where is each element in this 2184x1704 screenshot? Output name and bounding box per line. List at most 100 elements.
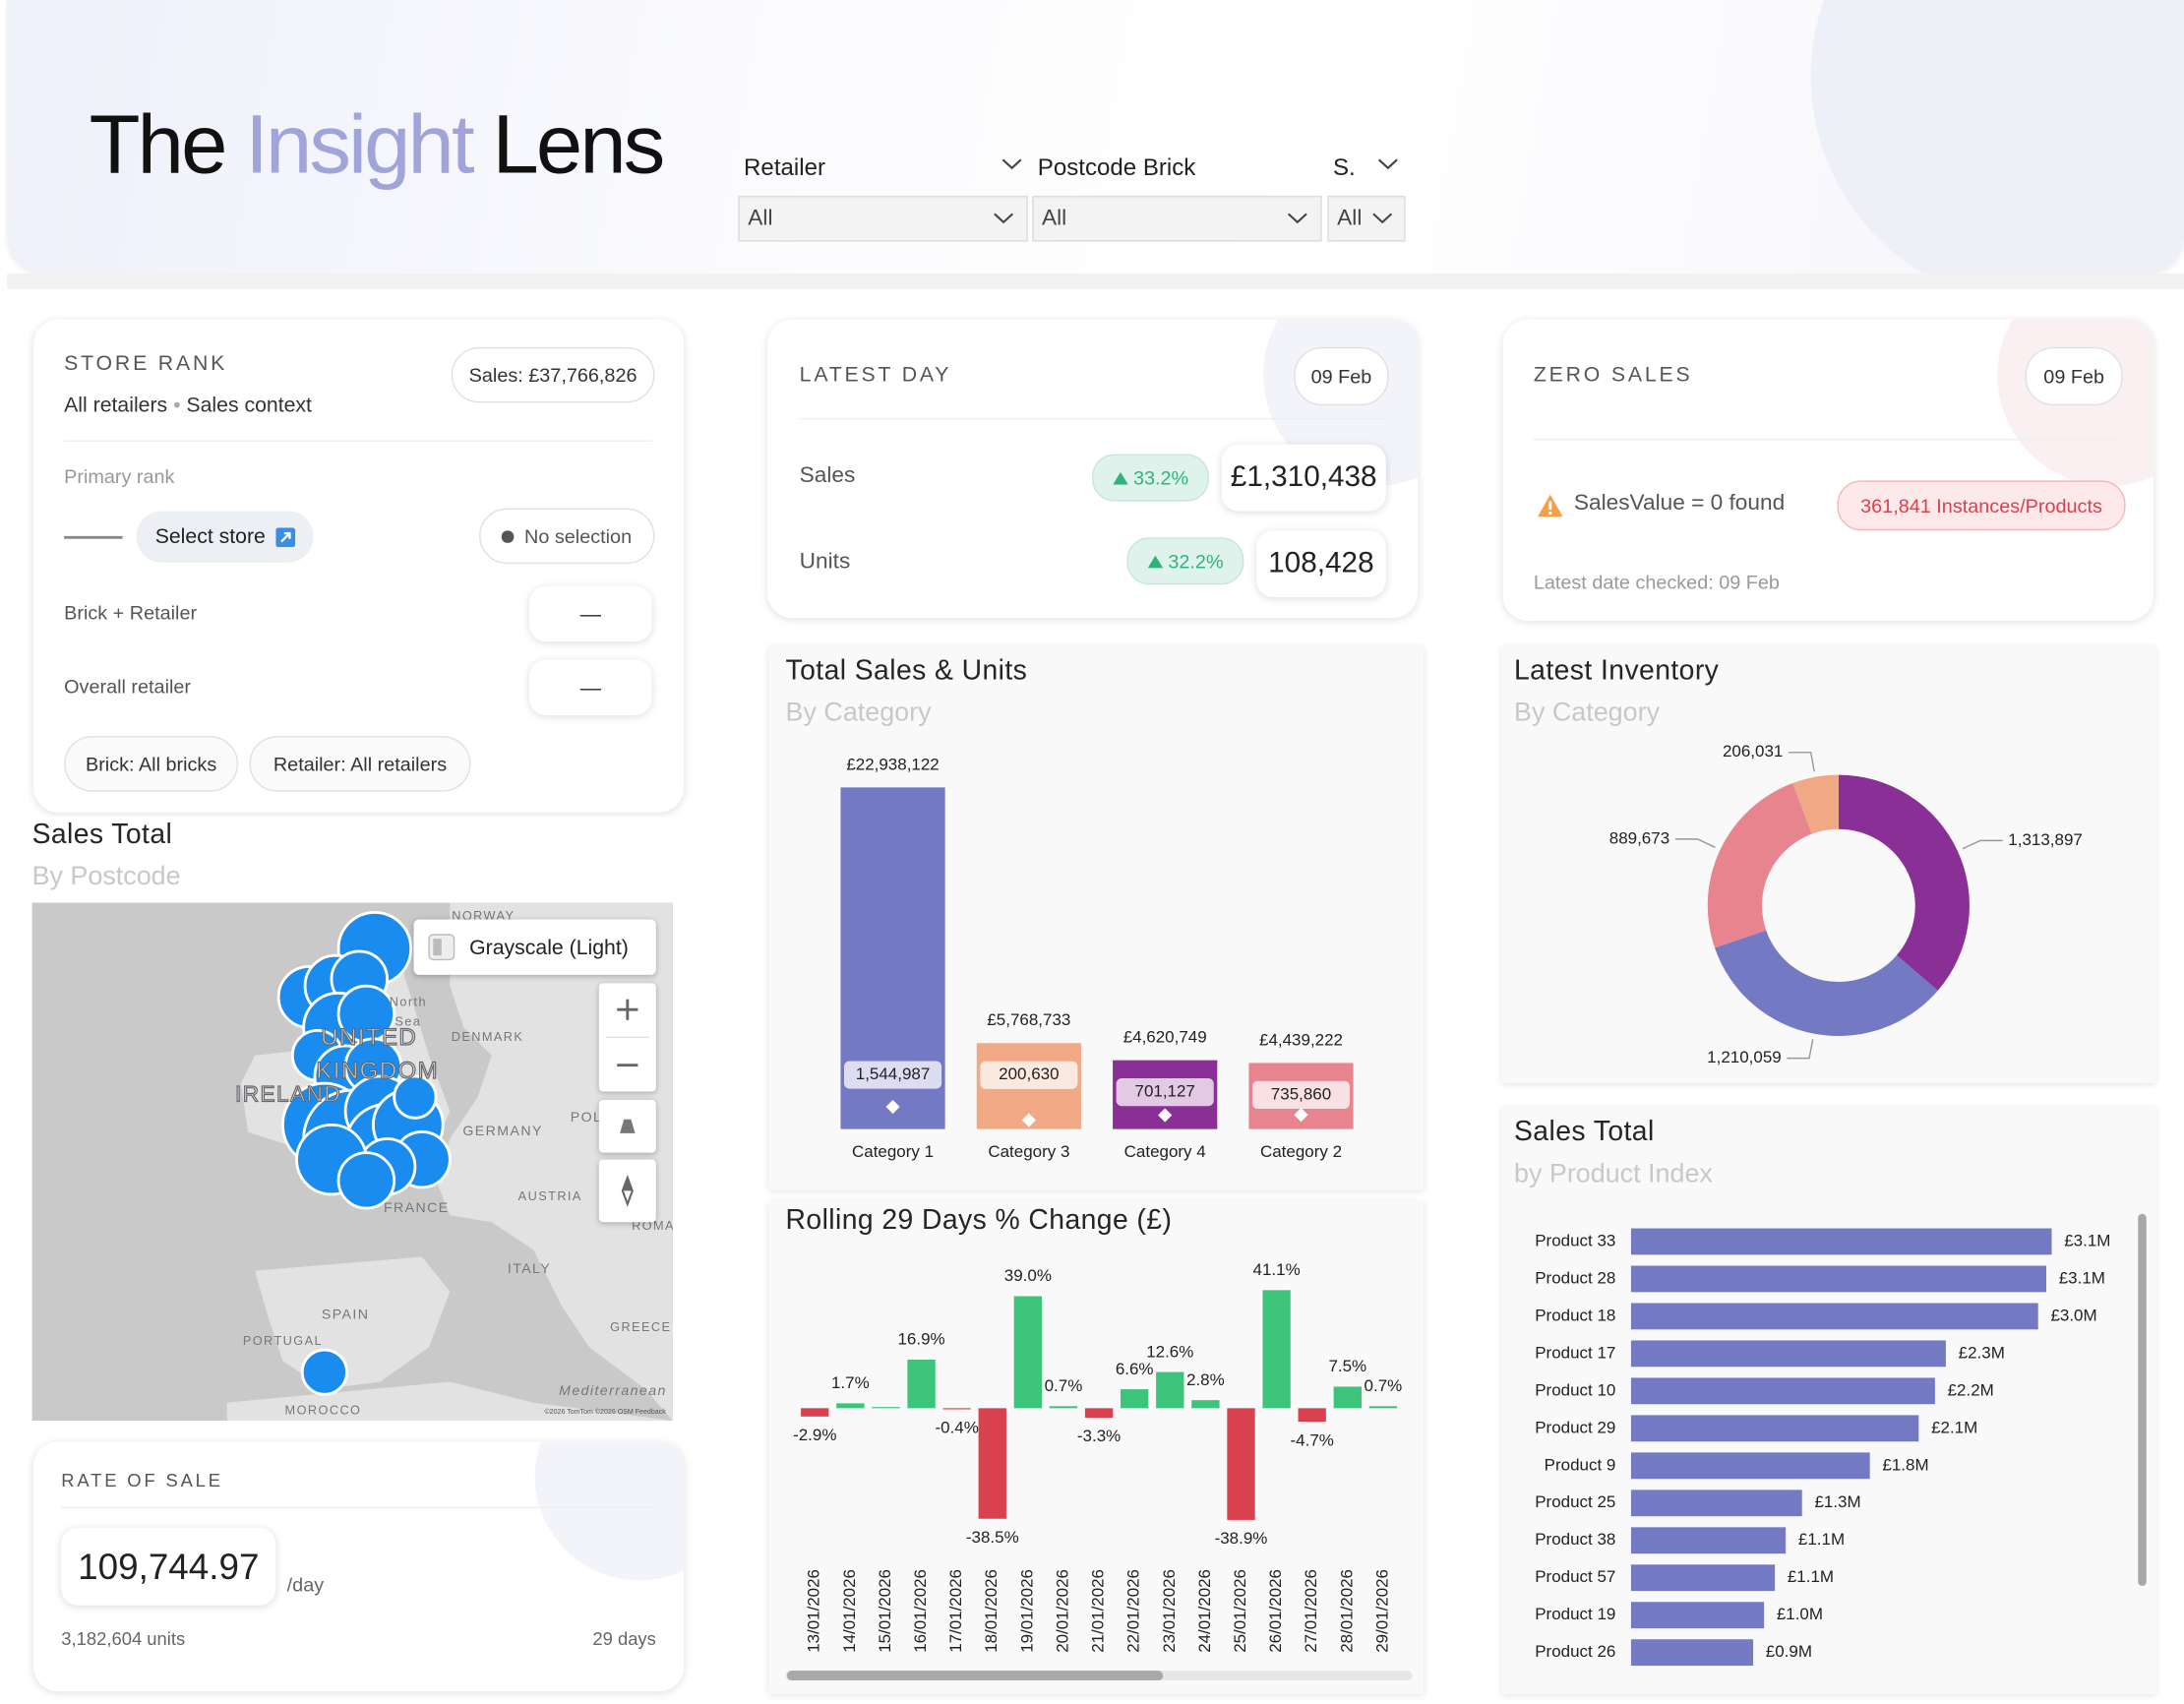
map-label: GREECE — [610, 1319, 671, 1334]
bar — [1630, 1602, 1765, 1629]
donut-slice — [1715, 930, 1938, 1037]
change-value: 32.2% — [1168, 549, 1224, 573]
filter-label: S. — [1332, 153, 1356, 181]
zoom-controls[interactable] — [598, 983, 656, 1092]
compass-control[interactable] — [598, 1159, 656, 1223]
status-dot — [502, 529, 516, 543]
scope: All retailers — [64, 394, 168, 418]
bubbles — [276, 910, 452, 1396]
scrollbar-thumb[interactable] — [2138, 1213, 2147, 1587]
x-tick-label: 16/01/2026 — [911, 1569, 930, 1653]
decoration — [1548, 501, 1552, 511]
x-tick-label: 22/01/2026 — [1124, 1569, 1143, 1653]
label-box — [1116, 1078, 1214, 1107]
date-pill: 09 Feb — [2025, 346, 2123, 406]
period: 29 days — [592, 1628, 656, 1650]
value-label: £3.1M — [2059, 1268, 2105, 1287]
value-label: -4.7% — [1291, 1430, 1334, 1449]
donut-slice — [1838, 774, 1970, 991]
value-label: 6.6% — [1116, 1360, 1154, 1378]
bar — [1630, 1228, 2052, 1255]
bar — [801, 1408, 829, 1417]
bar — [1191, 1400, 1220, 1409]
chart-subtitle: by Product Index — [1513, 1159, 1713, 1189]
x-tick-label: Category 2 — [1260, 1142, 1342, 1161]
value-label: 0.7% — [1045, 1376, 1083, 1395]
value-label: -38.9% — [1215, 1529, 1268, 1548]
y-tick-label: Product 28 — [1535, 1268, 1615, 1287]
y-tick-label: Product 57 — [1535, 1567, 1615, 1586]
filter-label: Postcode Brick — [1037, 153, 1196, 181]
map[interactable]: NORWAY North Sea DENMARK UNITED KINGDOM IRELAN… — [31, 902, 673, 1422]
link-icon — [274, 526, 295, 547]
x-tick-label: 28/01/2026 — [1337, 1569, 1356, 1653]
filter-dropdown[interactable] — [738, 196, 1028, 242]
chevron[interactable] — [1001, 158, 1022, 171]
card-title: LATEST DAY — [799, 363, 952, 388]
x-tick-label: Category 1 — [852, 1142, 934, 1161]
value-label: £1.1M — [1788, 1567, 1834, 1586]
rank-value: — — [529, 585, 652, 642]
value-label: £0.9M — [1766, 1642, 1812, 1661]
value-label: £2.1M — [1931, 1418, 1977, 1436]
filter-dropdown[interactable] — [1032, 196, 1322, 242]
tilt-control[interactable] — [598, 1099, 656, 1153]
map-label: IRELAND — [235, 1082, 341, 1107]
bar — [1013, 1296, 1043, 1409]
y-tick-label: Product 38 — [1535, 1530, 1615, 1549]
units-total: 3,182,604 units — [61, 1628, 186, 1650]
metric-value: 108,428 — [1256, 530, 1386, 597]
select-store-button[interactable]: Select store — [136, 511, 314, 563]
land — [226, 1381, 673, 1422]
card-title: STORE RANK — [64, 351, 228, 376]
scrollbar-thumb[interactable] — [786, 1671, 1164, 1681]
filter-chip: Brick: All bricks — [64, 736, 239, 792]
bar — [1156, 1371, 1184, 1409]
filter-value: All — [748, 207, 773, 231]
map-subtitle: By Postcode — [31, 862, 181, 892]
x-tick-label: 25/01/2026 — [1231, 1569, 1249, 1653]
warning-icon — [1538, 494, 1563, 517]
bar — [978, 1408, 1006, 1519]
value-label: £1.0M — [1777, 1605, 1823, 1623]
map-label: DENMARK — [452, 1029, 524, 1044]
map-style-button[interactable]: Grayscale (Light) — [413, 919, 656, 975]
filter-dropdown[interactable] — [1327, 196, 1406, 242]
bar — [1121, 1389, 1149, 1409]
style-text: Grayscale (Light) — [469, 935, 629, 959]
value-label: £2.2M — [1948, 1380, 1994, 1399]
map-label: FRANCE — [384, 1199, 450, 1215]
bar — [1298, 1408, 1326, 1423]
x-tick-label: 20/01/2026 — [1053, 1569, 1071, 1653]
value-label: £5,768,733 — [987, 1010, 1070, 1029]
rolling-chart-panel: Rolling 29 Days % Change (£) -2.9% 13/01/… — [768, 1201, 1424, 1695]
map-bubble — [393, 1074, 438, 1120]
chart-title: Sales Total — [1513, 1116, 1655, 1147]
decoration — [279, 531, 291, 542]
chart-title: Latest Inventory — [1513, 655, 1720, 687]
filter-value: All — [1337, 207, 1363, 231]
bar — [907, 1360, 936, 1409]
chart: Product 33 £3.1M Product 28 £3.1M Product 18… — [1535, 1228, 2110, 1667]
decoration — [1377, 158, 1398, 170]
selection-text: No selection — [524, 524, 633, 548]
header-decoration — [1810, 0, 2184, 274]
chart: -2.9% 13/01/2026 1.7% 14/01/2026 15/01/2026 1… — [793, 1260, 1402, 1653]
map-label: Sea — [394, 1013, 421, 1028]
zoom-icons — [605, 999, 649, 1067]
units-marker — [885, 1099, 900, 1115]
decoration — [1112, 471, 1128, 484]
chart: 1,313,897 1,210,059 889,673 206,031 — [1609, 742, 2083, 1066]
rank-value: — — [529, 659, 652, 715]
decoration — [1287, 213, 1307, 224]
bar — [872, 1407, 900, 1409]
divider — [799, 417, 1386, 420]
title-word: The — [89, 97, 228, 192]
divider — [64, 440, 652, 442]
change-value: 33.2% — [1132, 466, 1189, 489]
y-tick-label: Product 10 — [1535, 1380, 1615, 1399]
chevron[interactable] — [1377, 158, 1398, 171]
decoration — [1372, 213, 1393, 224]
map-label: MOROCCO — [285, 1403, 362, 1418]
